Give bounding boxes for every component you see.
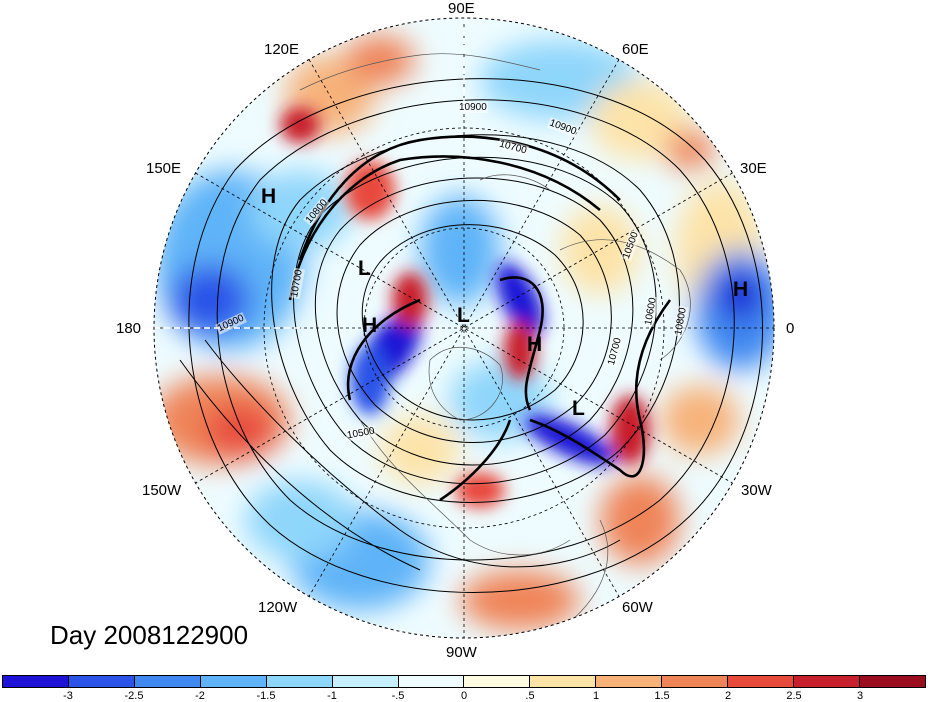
lon-label-0: 0 <box>786 320 795 337</box>
colorbar-cell <box>266 676 333 687</box>
low-pressure-marker: L <box>572 397 585 420</box>
polar-stereographic-map <box>153 17 775 639</box>
colorbar-tick-label: -.5 <box>391 690 405 702</box>
colorbar-tick-label: 2 <box>724 690 732 702</box>
map-boundary <box>153 17 775 639</box>
colorbar-cell <box>3 676 69 687</box>
lon-label-180: 180 <box>116 320 142 337</box>
lon-label-60e: 60E <box>622 41 649 58</box>
coastlines <box>299 53 691 631</box>
colorbar-tick-label: 3 <box>856 690 864 702</box>
colorbar-tick-label: -2.5 <box>124 690 144 702</box>
colorbar-tick-label: 1 <box>592 690 600 702</box>
lon-label-90e: 90E <box>448 0 475 17</box>
colorbar-tick-label: 2.5 <box>786 690 802 702</box>
high-pressure-marker: H <box>362 314 378 337</box>
contour-label: 10900 <box>458 102 488 113</box>
lon-label-90w: 90W <box>446 644 477 661</box>
colorbar-cell <box>134 676 201 687</box>
low-pressure-marker: L <box>358 257 371 280</box>
lon-label-120w: 120W <box>258 599 298 616</box>
low-pressure-marker: L <box>457 304 470 327</box>
colorbar-cell <box>68 676 135 687</box>
colorbar-cell <box>662 676 729 687</box>
colorbar-cell <box>200 676 267 687</box>
lon-label-150w: 150W <box>142 482 182 499</box>
lon-label-150e: 150E <box>146 160 182 177</box>
lon-label-120e: 120E <box>264 41 300 58</box>
high-pressure-marker: H <box>733 278 749 301</box>
height-contours <box>179 78 763 593</box>
colorbar-cell <box>332 676 399 687</box>
high-pressure-marker: H <box>527 333 543 356</box>
colorbar-tick-label: -1 <box>327 690 337 702</box>
colorbar-tick-label: -1.5 <box>256 690 276 702</box>
colorbar-cell <box>464 676 531 687</box>
colorbar-cell <box>530 676 597 687</box>
colorbar-cell <box>398 676 465 687</box>
colorbar-tick-label: .5 <box>525 690 535 702</box>
high-pressure-marker: H <box>261 185 277 208</box>
colorbar-tick-label: 0 <box>460 690 468 702</box>
colorbar-tick-label: 1.5 <box>654 690 670 702</box>
colorbar-cell <box>596 676 663 687</box>
colorbar-cell <box>728 676 795 687</box>
day-label: Day 2008122900 <box>50 620 249 650</box>
colorbar-cell <box>859 676 925 687</box>
lon-label-60w: 60W <box>622 599 653 616</box>
colorbar-tick-label: -3 <box>63 690 73 702</box>
colorbar-cell <box>794 676 860 687</box>
colorbar-tick-label: -2 <box>195 690 205 702</box>
jet-contours <box>288 135 672 502</box>
lon-label-30e: 30E <box>740 160 767 177</box>
colorbar <box>2 675 926 688</box>
lon-label-30w: 30W <box>741 482 772 499</box>
